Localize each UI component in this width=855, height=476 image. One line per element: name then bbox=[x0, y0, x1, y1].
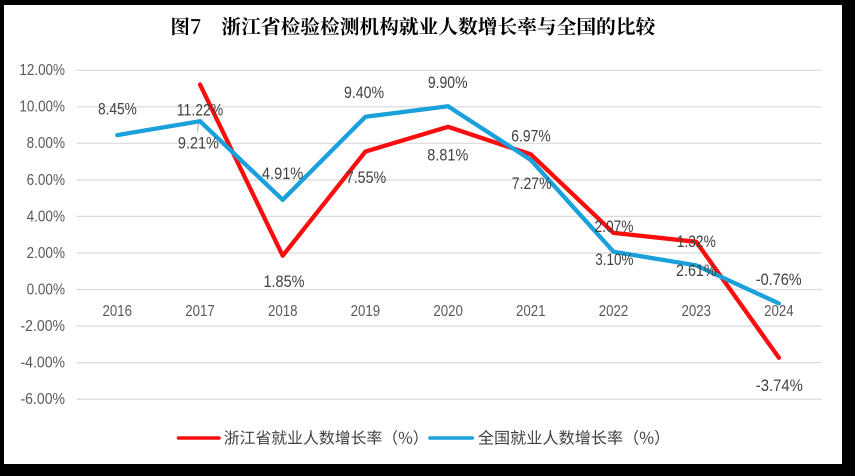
svg-text:2.61%: 2.61% bbox=[676, 261, 717, 280]
svg-text:2.07%: 2.07% bbox=[595, 217, 634, 236]
svg-text:7.55%: 7.55% bbox=[346, 168, 386, 187]
svg-text:-4.00%: -4.00% bbox=[21, 355, 66, 372]
svg-text:2018: 2018 bbox=[268, 303, 298, 320]
svg-text:2.00%: 2.00% bbox=[27, 245, 65, 262]
svg-text:4.91%: 4.91% bbox=[262, 164, 303, 183]
svg-text:0.00%: 0.00% bbox=[27, 281, 65, 298]
svg-text:8.81%: 8.81% bbox=[427, 146, 468, 165]
svg-text:7.27%: 7.27% bbox=[512, 174, 552, 193]
svg-text:2021: 2021 bbox=[516, 303, 546, 320]
svg-text:12.00%: 12.00% bbox=[19, 62, 65, 79]
svg-text:-6.00%: -6.00% bbox=[21, 391, 66, 408]
svg-text:4.00%: 4.00% bbox=[27, 208, 65, 225]
svg-text:2020: 2020 bbox=[433, 303, 463, 320]
svg-text:1.85%: 1.85% bbox=[264, 272, 305, 291]
svg-text:2024: 2024 bbox=[764, 303, 794, 320]
svg-text:-3.74%: -3.74% bbox=[756, 376, 803, 395]
svg-text:10.00%: 10.00% bbox=[19, 99, 65, 116]
svg-text:6.00%: 6.00% bbox=[27, 172, 65, 189]
svg-text:2016: 2016 bbox=[103, 303, 133, 320]
svg-text:9.40%: 9.40% bbox=[344, 83, 384, 102]
svg-text:8.00%: 8.00% bbox=[27, 135, 65, 152]
svg-text:9.21%: 9.21% bbox=[178, 133, 219, 152]
svg-text:2017: 2017 bbox=[185, 303, 215, 320]
svg-text:9.90%: 9.90% bbox=[428, 73, 468, 92]
svg-text:-0.76%: -0.76% bbox=[756, 270, 802, 289]
svg-text:2019: 2019 bbox=[351, 303, 381, 320]
svg-text:8.45%: 8.45% bbox=[98, 100, 137, 119]
svg-text:2023: 2023 bbox=[681, 303, 711, 320]
svg-text:1.32%: 1.32% bbox=[677, 232, 716, 251]
svg-text:-2.00%: -2.00% bbox=[21, 318, 66, 335]
svg-text:11.22%: 11.22% bbox=[177, 101, 223, 120]
svg-text:2022: 2022 bbox=[599, 303, 629, 320]
svg-text:3.10%: 3.10% bbox=[595, 250, 633, 269]
svg-text:6.97%: 6.97% bbox=[511, 127, 550, 146]
